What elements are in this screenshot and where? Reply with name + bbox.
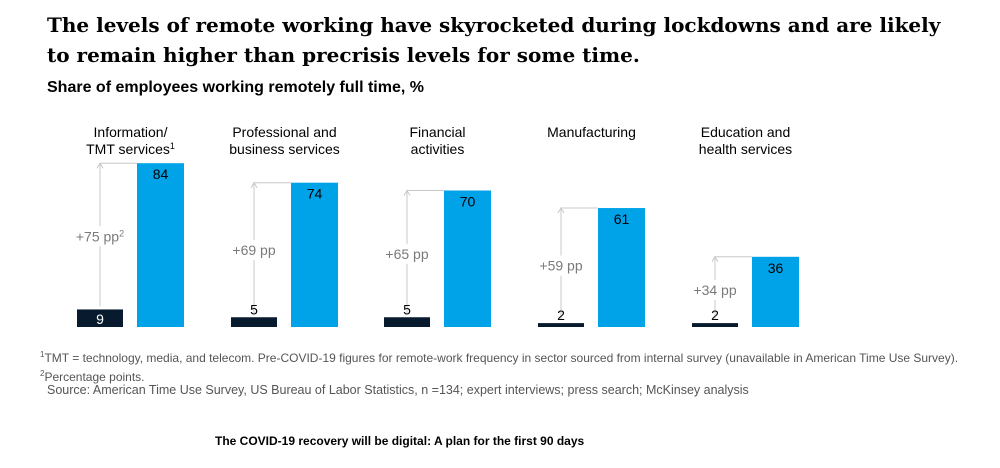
difference-label-bg — [681, 279, 749, 300]
difference-label: +69 pp — [232, 242, 275, 258]
category-label-line: health services — [699, 141, 792, 157]
chart-title: The levels of remote working have skyroc… — [47, 13, 941, 67]
difference-label: +65 pp — [385, 246, 428, 262]
footnote-1-text: TMT = technology, media, and telecom. Pr… — [44, 351, 959, 365]
difference-label-footnote-mark: 2 — [119, 228, 124, 238]
bar-lockdown — [598, 208, 645, 327]
category-label-line: Financial — [409, 124, 465, 140]
bar-chart: Information/TMT services1+75 pp2984Profe… — [66, 124, 799, 327]
footnotes: 1TMT = technology, media, and telecom. P… — [40, 347, 995, 385]
footnote-2-mark: 2 — [40, 369, 45, 378]
bar-precrisis — [692, 323, 738, 327]
bar-precrisis — [231, 317, 277, 327]
bar-value-label-lockdown: 70 — [460, 194, 476, 210]
category-label-footnote-mark: 1 — [170, 141, 175, 151]
bar-lockdown — [752, 256, 799, 327]
category-label-line: Manufacturing — [547, 124, 636, 140]
difference-label-text: +34 pp — [693, 282, 736, 298]
footnote-2-text: Percentage points. — [44, 370, 145, 384]
footnote-1: 1TMT = technology, media, and telecom. P… — [40, 347, 995, 366]
bar-value-label-lockdown: 74 — [307, 186, 323, 202]
chart-subtitle: Share of employees working remotely full… — [47, 79, 424, 96]
difference-label-text: +65 pp — [385, 246, 428, 262]
category-label-line: business services — [229, 141, 340, 157]
difference-label: +34 pp — [693, 282, 736, 298]
source-note: Source: American Time Use Survey, US Bur… — [47, 383, 749, 397]
bar-value-label-lockdown: 84 — [153, 166, 169, 182]
publication-title: The COVID-19 recovery will be digital: A… — [215, 434, 585, 448]
difference-label-bg — [373, 243, 441, 264]
category-label: Manufacturing — [547, 124, 636, 140]
bar-value-label-lockdown: 61 — [614, 211, 630, 227]
difference-label-text: +75 pp — [76, 228, 119, 244]
category-label: Information/TMT services1 — [86, 124, 175, 157]
bar-lockdown — [291, 182, 338, 327]
footnote-1-mark: 1 — [40, 350, 45, 359]
difference-label-bg — [527, 255, 595, 276]
bar-value-label-precrisis: 9 — [96, 311, 104, 327]
category-label-line: TMT services — [86, 141, 170, 157]
difference-arrow-head — [250, 181, 258, 188]
difference-arrow-head — [711, 255, 719, 263]
bar-value-label-lockdown: 36 — [768, 260, 784, 276]
bar-value-label-precrisis: 5 — [250, 301, 258, 317]
bar-value-label-precrisis: 2 — [711, 307, 719, 323]
category-label-line: Information/ — [94, 124, 168, 140]
bar-precrisis — [77, 309, 123, 327]
difference-label-bg — [66, 226, 134, 247]
bar-lockdown — [137, 163, 184, 327]
category-label-line: Education and — [701, 124, 791, 140]
difference-arrow-head — [96, 162, 104, 169]
category-label: Education and health services — [699, 124, 792, 157]
category-label: Financial activities — [409, 124, 465, 157]
footnote-2: 2Percentage points. — [40, 366, 995, 385]
bar-value-label-precrisis: 2 — [557, 307, 565, 323]
difference-arrow-head — [403, 189, 411, 196]
category-label: Professional and business services — [229, 124, 340, 157]
category-label-line: activities — [411, 141, 465, 157]
bar-lockdown — [444, 190, 491, 327]
difference-label-text: +69 pp — [232, 242, 275, 258]
bar-value-label-precrisis: 5 — [403, 301, 411, 317]
difference-arrow-head — [557, 207, 565, 214]
difference-label-text: +59 pp — [539, 258, 582, 274]
category-label-line: Professional and — [232, 124, 336, 140]
difference-label: +75 pp2 — [76, 228, 124, 244]
difference-label-bg — [220, 239, 288, 260]
difference-label: +59 pp — [539, 258, 582, 274]
bar-precrisis — [538, 323, 584, 327]
bar-precrisis — [384, 317, 430, 327]
